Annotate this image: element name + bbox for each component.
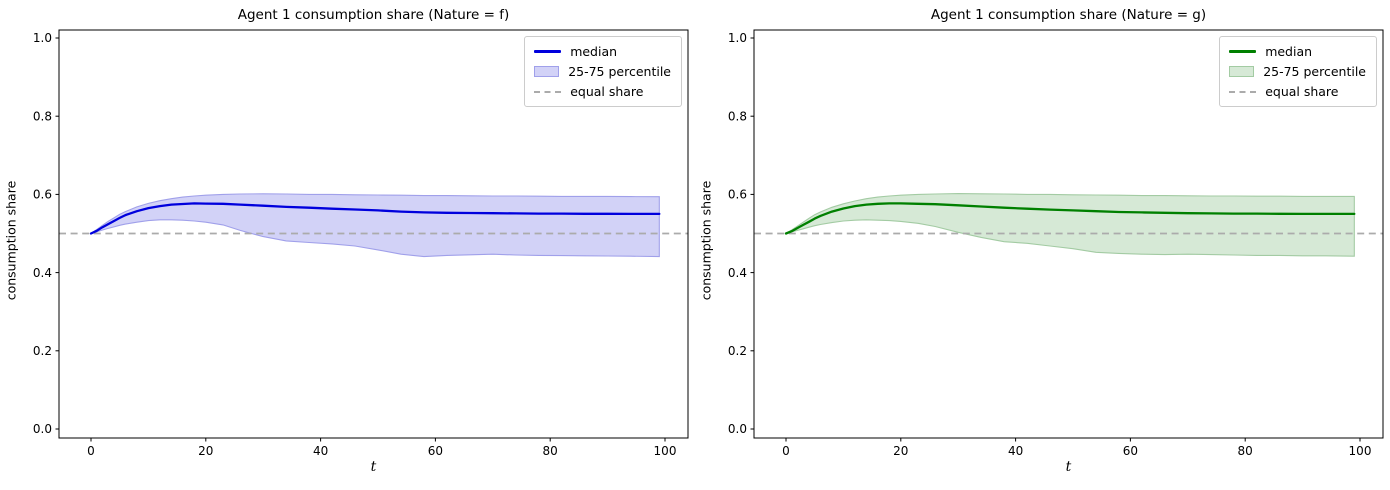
svg-text:20: 20 [893, 444, 908, 458]
plot-title: Agent 1 consumption share (Nature = g) [930, 7, 1207, 23]
svg-text:1.0: 1.0 [33, 31, 52, 45]
plot-area: 0.0 0.2 0.4 0.6 0.8 1.0 0 20 40 60 80 100 [728, 29, 1384, 458]
legend: median 25-75 percentile equal share [1219, 36, 1377, 107]
legend-label: 25-75 percentile [1263, 64, 1366, 79]
svg-text:20: 20 [198, 444, 213, 458]
svg-text:0.4: 0.4 [33, 266, 52, 280]
svg-text:0.8: 0.8 [728, 109, 747, 123]
legend-item-percentile-band: 25-75 percentile [1229, 64, 1366, 79]
equal-share-dash-swatch [1229, 90, 1257, 93]
subplot-nature-g: Agent 1 consumption share (Nature = g) c… [695, 0, 1390, 490]
svg-text:0.2: 0.2 [728, 344, 747, 358]
median-line-swatch [1229, 50, 1257, 53]
legend-label: equal share [1265, 84, 1339, 99]
svg-text:0.6: 0.6 [728, 188, 747, 202]
svg-text:100: 100 [1349, 444, 1372, 458]
legend-item-equal-share: equal share [1229, 84, 1366, 99]
x-axis-label: t [1065, 459, 1072, 475]
svg-text:100: 100 [654, 444, 677, 458]
svg-text:60: 60 [1123, 444, 1138, 458]
svg-text:0.4: 0.4 [728, 266, 747, 280]
subplot-nature-f: Agent 1 consumption share (Nature = f) c… [4, 7, 689, 475]
svg-text:80: 80 [543, 444, 558, 458]
percentile-band-swatch [534, 66, 560, 77]
legend-label: 25-75 percentile [568, 64, 671, 79]
svg-text:0.2: 0.2 [33, 344, 52, 358]
svg-text:0.6: 0.6 [33, 188, 52, 202]
legend-label: median [570, 44, 618, 59]
svg-text:60: 60 [428, 444, 443, 458]
svg-text:0.8: 0.8 [33, 109, 52, 123]
svg-text:1.0: 1.0 [728, 31, 747, 45]
svg-text:0.0: 0.0 [33, 422, 52, 436]
svg-text:40: 40 [313, 444, 328, 458]
percentile-band-swatch [1229, 66, 1255, 77]
legend-label: median [1265, 44, 1313, 59]
legend-item-equal-share: equal share [534, 84, 671, 99]
plot-title: Agent 1 consumption share (Nature = f) [237, 7, 510, 23]
legend-item-median: median [1229, 44, 1366, 59]
legend: median 25-75 percentile equal share [524, 36, 682, 107]
svg-text:0.0: 0.0 [728, 422, 747, 436]
plot-area: 0.0 0.2 0.4 0.6 0.8 1.0 0 20 40 60 80 100 [33, 29, 689, 458]
x-axis-label: t [370, 459, 377, 475]
svg-text:0: 0 [782, 444, 790, 458]
equal-share-dash-swatch [534, 90, 562, 93]
median-line-swatch [534, 50, 562, 53]
svg-text:40: 40 [1008, 444, 1023, 458]
legend-item-median: median [534, 44, 671, 59]
svg-text:0: 0 [87, 444, 95, 458]
legend-label: equal share [570, 84, 644, 99]
legend-item-percentile-band: 25-75 percentile [534, 64, 671, 79]
svg-text:80: 80 [1238, 444, 1253, 458]
